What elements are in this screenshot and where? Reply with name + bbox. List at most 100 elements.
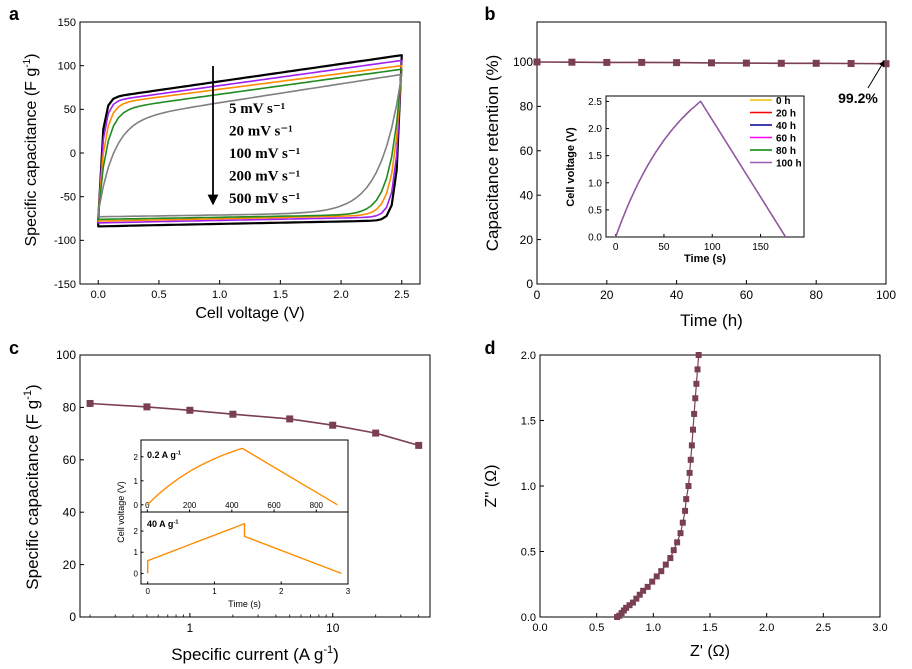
- y-tick-label: 40: [520, 188, 534, 202]
- y-tick-label: 50: [64, 104, 76, 116]
- retention-marker: [603, 58, 611, 66]
- nyquist-marker: [674, 539, 681, 546]
- x-tick-label: 150: [752, 242, 769, 253]
- cv-curve-4: [97, 73, 403, 218]
- y-tick-label: 0: [526, 277, 533, 291]
- x-tick-label: 2.0: [759, 622, 774, 634]
- y-tick-label: 60: [63, 453, 77, 467]
- nyquist-marker: [690, 426, 696, 433]
- y-tick-label: -100: [54, 235, 76, 247]
- capacitance-marker: [286, 415, 294, 423]
- y-tick-label: 0.0: [588, 233, 602, 244]
- capacitance-marker: [372, 429, 380, 437]
- nyquist-marker: [649, 578, 656, 585]
- nyquist-marker: [683, 496, 690, 503]
- x-tick-label: 60: [740, 288, 754, 302]
- panel-label: d: [485, 338, 496, 358]
- cv-curve-3: [97, 68, 403, 221]
- inset-x-axis-label: Time (s): [228, 599, 261, 609]
- legend-entry: 200 mV s⁻¹: [229, 169, 300, 185]
- x-tick-label: 1.5: [273, 289, 288, 301]
- x-tick-label: 0: [534, 288, 541, 302]
- x-tick-label: 0: [613, 242, 619, 253]
- nyquist-marker: [658, 568, 665, 575]
- retention-marker: [777, 59, 785, 67]
- x-axis-label-text: Specific current (A g: [171, 645, 323, 664]
- capacitance-marker: [329, 421, 337, 429]
- x-tick-label: 100: [876, 288, 896, 302]
- y-tick-label: 0: [69, 610, 76, 624]
- inset-bottom-label-sup: -1: [173, 519, 179, 525]
- x-axis-label-end: ): [333, 645, 339, 664]
- x-tick-label: 2.5: [394, 289, 409, 301]
- y-tick-label: 80: [520, 100, 534, 114]
- y-tick-label: 0.0: [521, 612, 536, 624]
- nyquist-marker: [679, 519, 686, 526]
- capacitance-marker: [86, 399, 94, 407]
- y-axis-label: Z'' (Ω): [483, 465, 500, 508]
- nyquist-marker: [662, 561, 669, 568]
- inset-legend-label: 60 h: [776, 134, 796, 145]
- x-tick-label: 0.5: [589, 622, 604, 634]
- inset-bottom-y-tick-label: 0: [134, 569, 139, 578]
- retention-marker: [708, 59, 715, 67]
- legend-entry: 20 mV s⁻¹: [229, 124, 293, 140]
- nyquist-marker: [640, 587, 647, 594]
- inset-bottom-y-tick-label: 1: [134, 548, 139, 557]
- inset-bottom-x-tick-label: 0: [145, 587, 150, 596]
- x-tick-label: 20: [600, 288, 614, 302]
- nyquist-marker: [691, 410, 698, 417]
- gcd-curve-5: [615, 100, 787, 238]
- inset-bottom-curve: [146, 522, 342, 575]
- inset-bottom-y-tick-label: 2: [134, 527, 139, 536]
- inset-top-y-tick-label: 2: [134, 453, 139, 462]
- y-axis-label-text: Specific capacitance (F g: [23, 400, 42, 590]
- y-tick-label: 150: [58, 17, 76, 29]
- panel-d: 0.0 0.5 1.0 1.5 2.0 2.5 3.0 0.0 0.5 1.0 1.5 2.0 d Z' …: [483, 338, 888, 660]
- x-tick-label: 0.0: [91, 289, 106, 301]
- inset-top-x-tick-label: 0: [145, 501, 150, 510]
- inset-legend-label: 40 h: [776, 121, 796, 132]
- retention-marker: [812, 59, 820, 67]
- plot-frame: [539, 354, 881, 618]
- y-tick-label: 0.5: [588, 205, 602, 216]
- nyquist-marker: [670, 547, 677, 554]
- inset-bottom-x-tick-label: 1: [212, 587, 217, 596]
- legend-entry: 500 mV s⁻¹: [229, 191, 300, 207]
- retention-marker: [638, 58, 646, 66]
- nyquist-marker: [636, 591, 643, 598]
- capacitance-marker: [186, 406, 194, 414]
- inset-legend-label: 20 h: [776, 109, 796, 120]
- nyquist-marker: [687, 456, 694, 463]
- x-tick-label: 1.0: [212, 289, 227, 301]
- x-axis-label: Time (h): [680, 311, 743, 330]
- y-tick-label: 100: [56, 348, 76, 362]
- y-tick-label: 20: [63, 558, 77, 572]
- nyquist-marker: [653, 573, 660, 580]
- nyquist-marker: [695, 352, 702, 358]
- nyquist-marker: [692, 395, 699, 402]
- nyquist-marker: [667, 555, 674, 562]
- x-tick-label: 40: [670, 288, 684, 302]
- legend-entry: 100 mV s⁻¹: [229, 146, 300, 162]
- y-axis-label-text: Specific capacitance (F g: [23, 68, 40, 247]
- plot-frame: [536, 21, 887, 285]
- annotation-arrow: [867, 60, 885, 89]
- x-tick-label: 2.0: [333, 289, 348, 301]
- inset-top-y-tick-label: 1: [134, 477, 139, 486]
- y-axis-label-end: ): [23, 54, 40, 59]
- y-axis-label: Specific capacitance (F g-1): [22, 384, 42, 589]
- x-tick-label: 80: [810, 288, 824, 302]
- y-tick-label: -50: [60, 192, 76, 204]
- retention-marker: [568, 58, 576, 66]
- capacitance-line: [90, 402, 419, 447]
- inset-bottom-x-tick-label: 2: [279, 587, 284, 596]
- capacitance-marker: [143, 403, 151, 411]
- inset-y-axis-label: Cell voltage (V): [565, 127, 577, 207]
- inset-top-x-tick-label: 800: [310, 501, 324, 510]
- panel-label: c: [9, 338, 19, 358]
- y-tick-label: 60: [520, 144, 534, 158]
- panel-label: a: [9, 4, 20, 24]
